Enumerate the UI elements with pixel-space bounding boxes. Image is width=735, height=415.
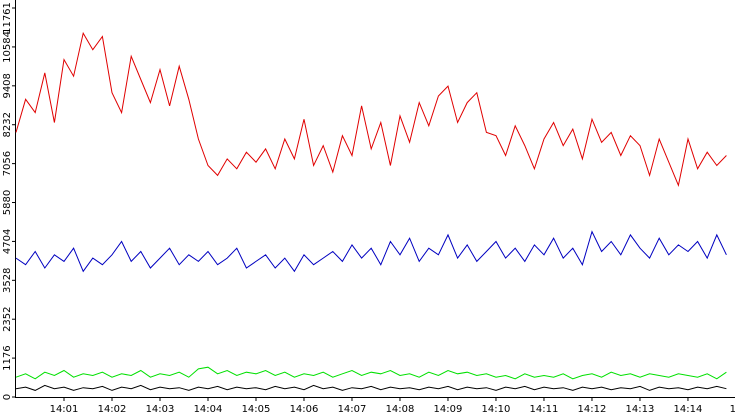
y-tick-label: 11761 bbox=[2, 2, 13, 34]
x-tick-label: 14:13 bbox=[626, 404, 655, 415]
x-tick-label: 14:09 bbox=[434, 404, 463, 415]
x-tick-label: 14:11 bbox=[530, 404, 559, 415]
x-tick-label: 14:06 bbox=[290, 404, 319, 415]
x-tick-label: 14:01 bbox=[50, 404, 79, 415]
series-line bbox=[15, 366, 727, 380]
x-tick-label: 14:14 bbox=[674, 404, 703, 415]
series-line bbox=[15, 384, 727, 391]
x-tick-label: 14:04 bbox=[194, 404, 223, 415]
y-tick-label: 5880 bbox=[2, 190, 13, 215]
y-tick-label: 0 bbox=[2, 394, 13, 400]
y-tick-label: 10584 bbox=[2, 31, 13, 63]
x-tick-label: 14:02 bbox=[98, 404, 127, 415]
x-tick-label: 14:12 bbox=[578, 404, 607, 415]
x-tick-label: 14 bbox=[730, 404, 735, 415]
x-tick-label: 14:10 bbox=[482, 404, 511, 415]
x-tick-label: 14:08 bbox=[386, 404, 415, 415]
y-tick-label: 7056 bbox=[2, 151, 13, 176]
y-tick-label: 1176 bbox=[2, 345, 13, 370]
y-tick-label: 3528 bbox=[2, 268, 13, 293]
x-tick-label: 14:07 bbox=[338, 404, 367, 415]
y-tick-label: 9408 bbox=[2, 73, 13, 98]
y-tick-label: 4704 bbox=[2, 229, 13, 254]
series-line bbox=[15, 230, 727, 273]
y-tick-label: 8232 bbox=[2, 112, 13, 137]
x-tick-label: 14:03 bbox=[146, 404, 175, 415]
x-tick-label: 14:05 bbox=[242, 404, 271, 415]
series-line bbox=[15, 31, 727, 187]
y-tick-label: 2352 bbox=[2, 306, 13, 331]
